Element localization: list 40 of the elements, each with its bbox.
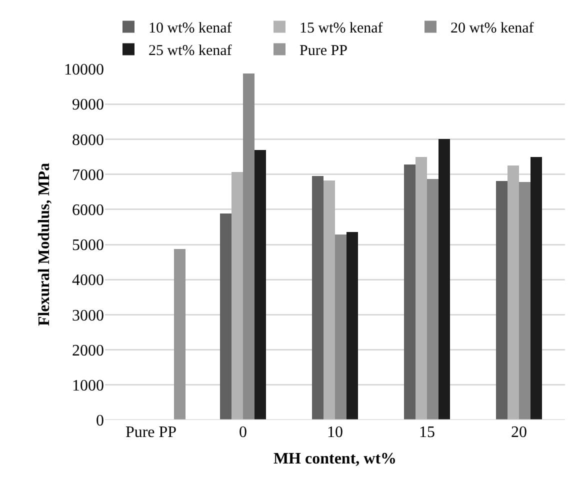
bar (404, 164, 416, 420)
bar (427, 179, 438, 420)
bar (335, 234, 346, 420)
y-tick-label: 2000 (72, 342, 104, 360)
bar (324, 180, 335, 420)
legend-label: 15 wt% kenaf (300, 20, 383, 37)
x-tick-label: Pure PP (125, 424, 177, 441)
x-axis-title: MH content, wt% (273, 450, 397, 468)
legend-label: 25 wt% kenaf (148, 43, 232, 60)
y-axis-title: Flexural Modulus, MPa (36, 162, 53, 326)
bar (243, 74, 254, 420)
bar (519, 182, 530, 420)
y-tick-label: 6000 (72, 202, 104, 219)
x-tick-label: 0 (239, 424, 247, 441)
bar (530, 156, 542, 420)
y-tick-label: 4000 (72, 272, 104, 290)
bar (232, 172, 243, 420)
y-tick-label: 0 (96, 412, 104, 430)
y-tick-label: 3000 (72, 307, 104, 324)
y-tick-label: 10000 (64, 62, 104, 79)
bar (438, 138, 450, 420)
y-tick-label: 1000 (72, 378, 104, 394)
y-tick-label: 9000 (72, 96, 104, 114)
legend-label: 10 wt% kenaf (148, 20, 232, 37)
x-tick-label: 10 (327, 424, 343, 441)
bar (254, 150, 266, 420)
bar (508, 166, 519, 420)
bar (416, 157, 427, 420)
x-tick-label: 15 (419, 424, 435, 441)
bar (312, 176, 324, 420)
y-tick-label: 5000 (72, 237, 104, 254)
bar (220, 214, 232, 420)
bar (174, 249, 186, 420)
x-tick-label: 20 (511, 424, 527, 441)
legend-label: Pure PP (300, 43, 348, 60)
y-tick-label: 8000 (72, 132, 104, 149)
bar (496, 180, 508, 420)
y-tick-label: 7000 (72, 166, 104, 184)
bar (346, 232, 358, 420)
legend-label: 20 wt% kenaf (450, 20, 534, 37)
